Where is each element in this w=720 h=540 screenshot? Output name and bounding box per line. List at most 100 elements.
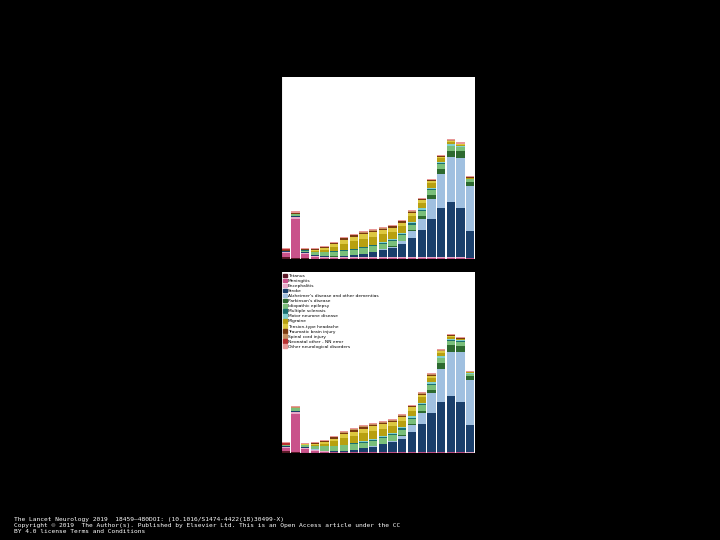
Bar [369, 258, 377, 259]
Bar [437, 161, 445, 163]
Bar [447, 336, 455, 337]
Bar [418, 208, 426, 210]
Bar [437, 349, 445, 350]
Bar [398, 245, 406, 258]
Bar [418, 404, 426, 406]
Bar [428, 179, 436, 180]
Bar [456, 402, 464, 452]
Bar [408, 238, 416, 258]
Bar [389, 426, 397, 433]
Bar [418, 413, 426, 424]
Bar [389, 442, 397, 452]
Bar [350, 249, 358, 250]
Bar [418, 392, 426, 393]
Bar [369, 237, 377, 245]
Bar [379, 429, 387, 436]
Bar [311, 446, 319, 449]
Bar [379, 437, 387, 438]
Bar [418, 210, 426, 211]
Bar [359, 433, 367, 441]
Bar [398, 234, 406, 235]
Bar [447, 396, 455, 452]
Bar [311, 252, 319, 255]
Bar [369, 246, 377, 252]
Bar [398, 221, 406, 222]
Bar [418, 200, 426, 203]
Bar [428, 390, 436, 394]
Bar [320, 248, 328, 249]
Bar [292, 214, 300, 216]
Bar [379, 436, 387, 437]
Bar [350, 430, 358, 431]
Bar [369, 440, 377, 441]
Bar [330, 243, 338, 244]
Bar [301, 445, 309, 447]
Bar [447, 141, 455, 143]
Bar [428, 376, 436, 377]
Bar [437, 350, 445, 352]
Bar [292, 218, 300, 219]
Bar [398, 222, 406, 226]
Bar [379, 227, 387, 228]
Bar [282, 446, 289, 447]
Bar [340, 446, 348, 451]
Bar [320, 252, 328, 256]
Bar [292, 211, 300, 213]
Bar [350, 250, 358, 255]
Bar [398, 421, 406, 427]
Bar [418, 258, 426, 259]
Bar [398, 430, 406, 435]
Bar [447, 143, 455, 145]
Bar [320, 447, 328, 451]
Bar [369, 245, 377, 246]
Bar [456, 147, 464, 151]
Bar [330, 252, 338, 256]
Bar [437, 258, 445, 259]
Bar [320, 247, 328, 248]
Bar [437, 353, 445, 356]
Bar [408, 404, 416, 406]
Bar [408, 230, 416, 231]
Bar [301, 252, 309, 253]
Bar [292, 217, 300, 218]
Bar [398, 233, 406, 234]
Bar [437, 156, 445, 157]
Bar [389, 258, 397, 259]
Bar [292, 414, 300, 453]
Y-axis label: DALYs (thousands×10): DALYs (thousands×10) [244, 327, 249, 398]
Bar [447, 140, 455, 141]
Bar [340, 431, 348, 432]
Bar [340, 238, 348, 239]
Bar [330, 446, 338, 451]
Bar [369, 427, 377, 431]
Bar [359, 233, 367, 234]
Bar [330, 441, 338, 445]
Bar [389, 421, 397, 422]
Bar [389, 435, 397, 441]
Bar [447, 258, 455, 259]
Bar [320, 440, 328, 441]
Bar [437, 357, 445, 358]
Bar [359, 442, 367, 443]
Bar [369, 230, 377, 231]
Bar [359, 248, 367, 254]
Bar [320, 258, 328, 259]
Bar [408, 212, 416, 213]
Bar [418, 199, 426, 200]
Bar [456, 144, 464, 145]
Bar [379, 242, 387, 244]
Text: Figure 2: Figure 2 [329, 28, 391, 43]
Bar [408, 213, 416, 216]
Bar [418, 394, 426, 395]
Bar [447, 352, 455, 396]
Bar [456, 340, 464, 341]
Bar [282, 447, 289, 448]
Bar [408, 225, 416, 230]
Bar [379, 421, 387, 422]
Bar [350, 443, 358, 444]
Bar [369, 447, 377, 452]
Bar [437, 164, 445, 168]
Bar [447, 145, 455, 146]
Bar [282, 451, 289, 453]
Bar [398, 415, 406, 416]
